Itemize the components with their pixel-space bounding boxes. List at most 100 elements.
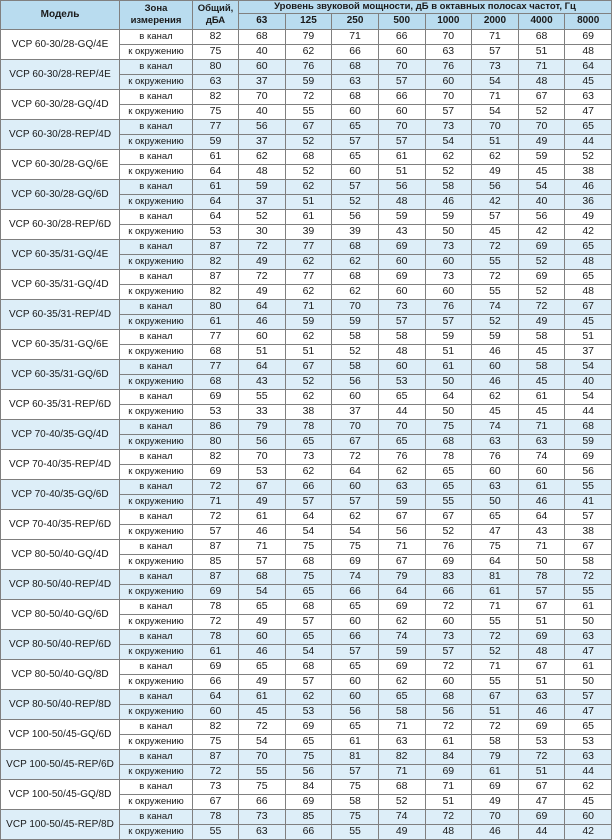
cell-octave-value: 48: [377, 343, 426, 360]
table-row: VCP 80-50/40-REP/4D в канал 87 68 75 74 79 83 81…: [0, 568, 612, 600]
cell-octave-value: 72: [424, 598, 473, 615]
cell-zone-surround: к окружению: [119, 193, 193, 210]
cell-model: VCP 70-40/35-REP/4D: [0, 448, 120, 480]
cell-zone-duct: в канал: [119, 508, 193, 525]
cell-octave-value: 67: [517, 598, 566, 615]
table-row: к окружению 82 49 62 62 60 60 55 52 48: [1, 283, 612, 300]
cell-total-dba: 66: [192, 673, 239, 690]
cell-total-dba: 68: [192, 343, 239, 360]
cell-octave-value: 66: [377, 28, 426, 45]
cell-zone-surround: к окружению: [119, 43, 193, 60]
column-header-model: Модель: [0, 0, 120, 30]
table-row: VCP 80-50/40-REP/8D в канал 64 61 62 60 65 68 67…: [0, 688, 612, 720]
cell-octave-value: 56: [238, 118, 286, 135]
cell-octave-value: 52: [284, 133, 333, 150]
cell-total-dba: 60: [192, 703, 239, 720]
cell-octave-value: 60: [377, 283, 426, 300]
cell-octave-value: 70: [331, 298, 379, 315]
cell-model: VCP 60-35/31-GQ/4D: [0, 268, 120, 300]
cell-octave-value: 51: [517, 43, 566, 60]
column-header-total: Общий, дБА: [192, 0, 239, 30]
cell-octave-value: 57: [564, 688, 612, 705]
cell-octave-value: 61: [284, 208, 333, 225]
cell-octave-value: 69: [377, 658, 426, 675]
cell-octave-value: 65: [564, 718, 612, 735]
cell-octave-value: 45: [238, 703, 286, 720]
cell-octave-value: 72: [471, 718, 519, 735]
cell-octave-value: 45: [517, 163, 566, 180]
cell-octave-value: 54: [238, 583, 286, 600]
cell-octave-value: 68: [284, 598, 333, 615]
cell-octave-value: 60: [564, 808, 612, 825]
cell-total-dba: 59: [192, 133, 239, 150]
cell-octave-value: 70: [517, 118, 566, 135]
cell-octave-value: 57: [377, 313, 426, 330]
cell-octave-value: 69: [284, 718, 333, 735]
cell-octave-value: 75: [424, 418, 473, 435]
cell-octave-value: 67: [564, 298, 612, 315]
cell-octave-value: 71: [471, 88, 519, 105]
cell-octave-value: 66: [331, 583, 379, 600]
cell-octave-value: 50: [471, 493, 519, 510]
cell-octave-value: 62: [284, 688, 333, 705]
cell-octave-value: 68: [377, 778, 426, 795]
cell-octave-value: 65: [331, 718, 379, 735]
cell-zone-duct: в канал: [119, 88, 193, 105]
cell-octave-value: 52: [377, 793, 426, 810]
cell-octave-value: 69: [377, 238, 426, 255]
cell-octave-value: 58: [517, 358, 566, 375]
cell-octave-value: 71: [377, 763, 426, 780]
cell-total-dba: 87: [192, 538, 239, 555]
cell-octave-value: 75: [331, 538, 379, 555]
cell-octave-value: 54: [471, 103, 519, 120]
cell-octave-value: 43: [238, 373, 286, 390]
cell-total-dba: 82: [192, 448, 239, 465]
cell-octave-value: 57: [517, 583, 566, 600]
cell-octave-value: 72: [471, 238, 519, 255]
cell-total-dba: 82: [192, 28, 239, 45]
cell-octave-value: 51: [471, 133, 519, 150]
cell-octave-value: 60: [238, 328, 286, 345]
cell-octave-value: 73: [377, 298, 426, 315]
cell-octave-value: 57: [238, 553, 286, 570]
cell-octave-value: 60: [471, 463, 519, 480]
cell-octave-value: 64: [471, 553, 519, 570]
cell-octave-value: 52: [517, 283, 566, 300]
cell-octave-value: 62: [284, 253, 333, 270]
cell-total-dba: 77: [192, 118, 239, 135]
cell-total-dba: 61: [192, 148, 239, 165]
cell-octave-value: 62: [238, 148, 286, 165]
cell-octave-value: 62: [284, 388, 333, 405]
cell-model: VCP 70-40/35-GQ/4D: [0, 418, 120, 450]
cell-octave-value: 69: [517, 268, 566, 285]
cell-octave-value: 68: [424, 688, 473, 705]
cell-octave-value: 48: [424, 823, 473, 840]
cell-octave-value: 78: [517, 568, 566, 585]
cell-octave-value: 71: [424, 778, 473, 795]
cell-octave-value: 42: [471, 193, 519, 210]
cell-octave-value: 52: [331, 343, 379, 360]
cell-octave-value: 68: [517, 28, 566, 45]
cell-total-dba: 78: [192, 808, 239, 825]
cell-octave-value: 65: [238, 598, 286, 615]
cell-octave-value: 51: [424, 343, 473, 360]
cell-octave-value: 75: [238, 778, 286, 795]
cell-total-dba: 57: [192, 523, 239, 540]
table-row: VCP 100-50/45-GQ/6D в канал 82 72 69 65 71 72 72…: [0, 718, 612, 750]
cell-octave-value: 62: [284, 43, 333, 60]
cell-zone-surround: к окружению: [119, 313, 193, 330]
cell-octave-value: 56: [377, 523, 426, 540]
cell-zone-duct: в канал: [119, 808, 193, 825]
cell-octave-value: 73: [284, 448, 333, 465]
table-row: VCP 70-40/35-GQ/4D в канал 86 79 78 70 70 75 74 7…: [0, 418, 612, 450]
cell-octave-value: 57: [331, 133, 379, 150]
cell-octave-value: 60: [424, 673, 473, 690]
cell-octave-value: 57: [284, 493, 333, 510]
cell-octave-value: 65: [238, 658, 286, 675]
cell-model: VCP 100-50/45-REP/8D: [0, 808, 120, 840]
cell-octave-value: 66: [424, 583, 473, 600]
cell-total-dba: 85: [192, 553, 239, 570]
cell-octave-value: 51: [377, 163, 426, 180]
cell-octave-value: 64: [331, 463, 379, 480]
cell-octave-value: 82: [377, 748, 426, 765]
